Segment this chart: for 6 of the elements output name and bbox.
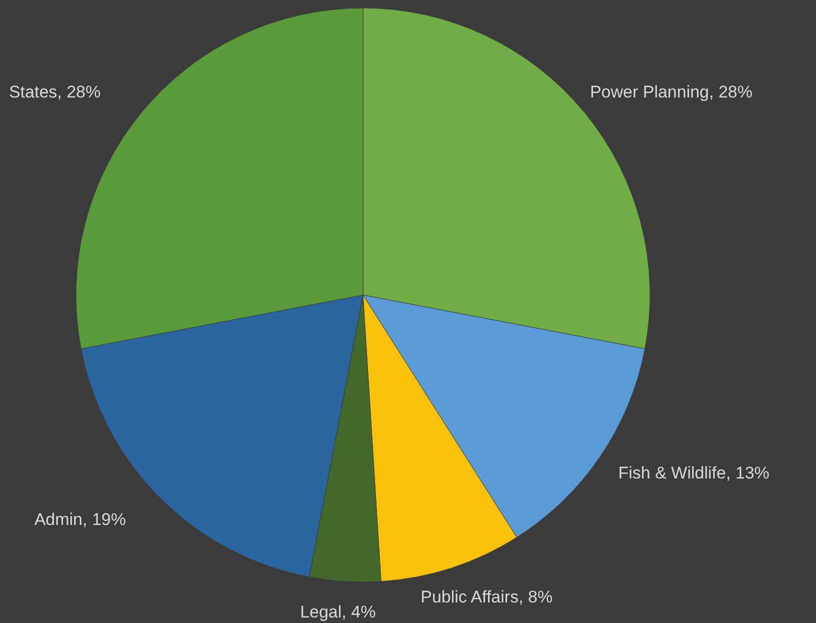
slice-label: Fish & Wildlife, 13% (618, 464, 770, 483)
slice-label: Legal, 4% (300, 602, 376, 622)
slice-label: Public Affairs, 8% (420, 587, 553, 606)
slice-label: Power Planning, 28% (590, 82, 752, 102)
slice-label: States, 28% (8, 82, 101, 102)
slice-label: Admin, 19% (34, 510, 126, 529)
